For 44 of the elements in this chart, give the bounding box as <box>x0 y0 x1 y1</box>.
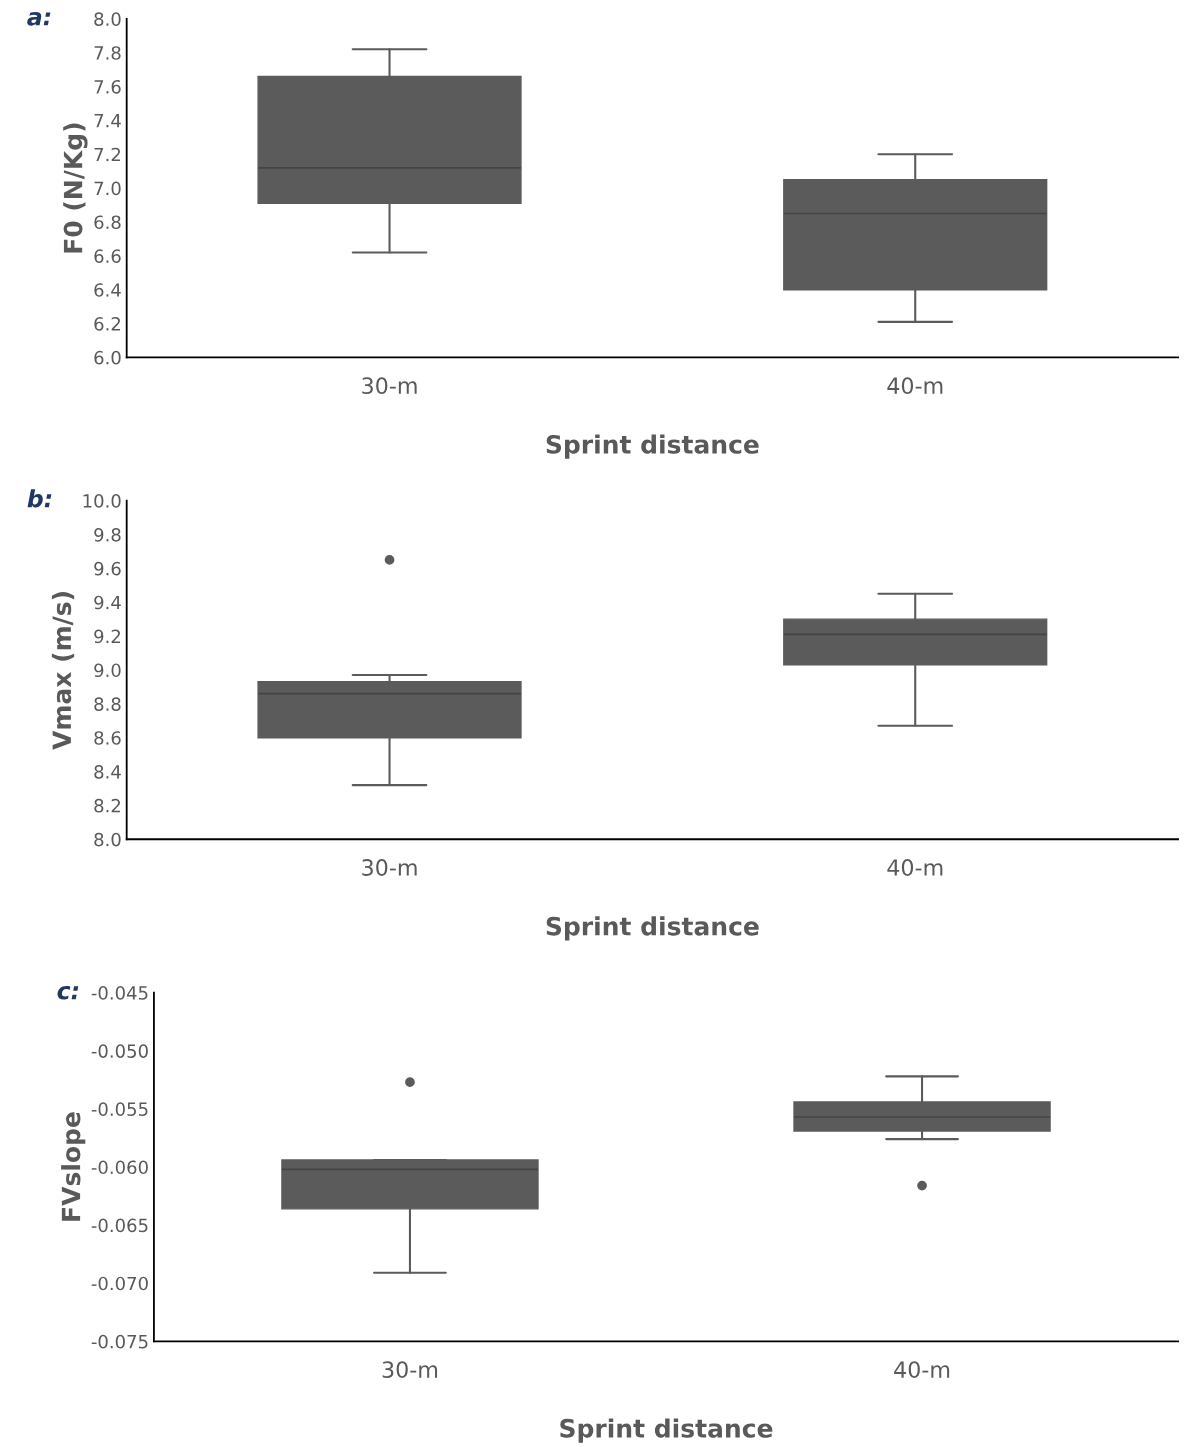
x-axis-title: Sprint distance <box>546 916 759 941</box>
y-tick-label: 6.4 <box>94 283 121 297</box>
y-tick-label: 9.4 <box>94 595 121 610</box>
y-tick-label: 9.0 <box>94 663 121 678</box>
x-axis-title: Sprint distance <box>560 1418 773 1443</box>
y-tick-label: 9.6 <box>94 561 121 576</box>
x-tick-label: 40-m <box>894 1361 950 1379</box>
y-tick-label: 7.2 <box>94 147 121 162</box>
y-tick-label: 7.6 <box>94 79 121 94</box>
chart-title: b: <box>27 489 52 508</box>
y-tick-label: 9.8 <box>94 527 121 542</box>
y-tick-label: -0.055 <box>91 1102 148 1116</box>
y-tick-label: -0.045 <box>91 986 148 1000</box>
y-tick-label: -0.075 <box>91 1334 148 1349</box>
y-tick-label: 6.0 <box>94 350 121 365</box>
x-tick-label: 30-m <box>362 377 417 395</box>
y-tick-label: -0.065 <box>91 1218 148 1233</box>
y-tick-label: 6.2 <box>94 317 121 331</box>
y-axis-title: Vmax (m/s) <box>51 592 75 750</box>
x-tick-label: 40-m <box>887 377 943 395</box>
x-axis-title: Sprint distance <box>546 434 759 459</box>
y-tick-label: 8.8 <box>94 697 121 711</box>
chart-title: c: <box>57 985 79 1000</box>
y-tick-label: 7.8 <box>94 46 121 60</box>
y-tick-label: 8.6 <box>94 731 121 745</box>
y-tick-label: 6.6 <box>94 249 121 263</box>
y-tick-label: 7.0 <box>94 181 121 196</box>
y-tick-label: 6.8 <box>94 215 121 230</box>
y-tick-label: 8.0 <box>94 12 121 26</box>
x-tick-label: 40-m <box>887 859 943 876</box>
y-tick-label: 8.2 <box>94 798 121 813</box>
y-tick-label: 7.4 <box>94 114 121 128</box>
y-axis-title: F0 (N/Kg) <box>63 123 88 253</box>
x-tick-label: 30-m <box>362 859 417 876</box>
x-tick-label: 30-m <box>382 1361 438 1379</box>
y-axis-title: FVslope <box>61 1112 86 1221</box>
y-tick-label: 9.2 <box>94 629 121 644</box>
chart-title: a: <box>27 12 51 26</box>
y-tick-label: -0.050 <box>91 1044 148 1058</box>
y-tick-label: -0.060 <box>91 1160 148 1175</box>
y-tick-label: 8.4 <box>94 765 121 779</box>
y-tick-label: 10.0 <box>83 494 121 508</box>
y-tick-label: 8.0 <box>94 832 121 847</box>
y-tick-label: -0.070 <box>91 1276 148 1291</box>
